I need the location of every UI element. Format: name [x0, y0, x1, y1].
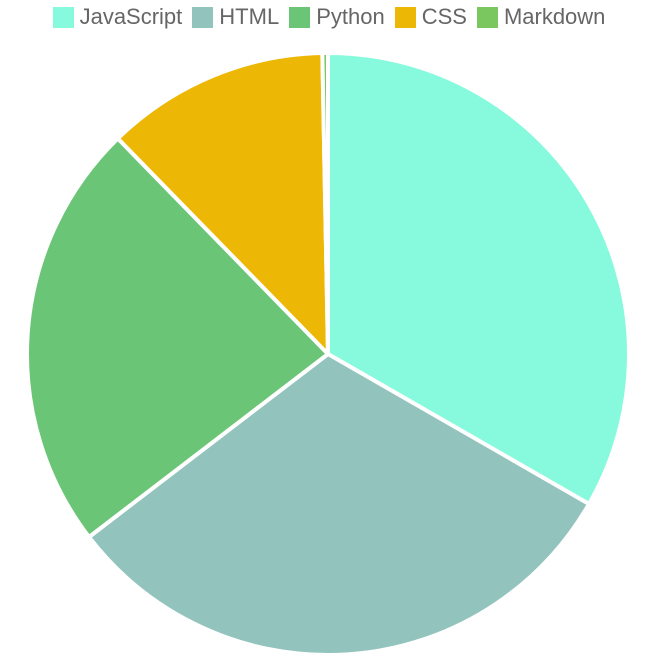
pie-slice-css[interactable] — [115, 51, 330, 356]
legend-item-css[interactable]: CSS — [394, 4, 467, 30]
legend-label: HTML — [219, 4, 280, 29]
legend-item-javascript[interactable]: JavaScript — [52, 4, 183, 30]
legend-swatch — [192, 6, 214, 28]
legend-label: JavaScript — [79, 4, 183, 29]
legend-item-html[interactable]: HTML — [192, 4, 279, 30]
pie-slice-html[interactable] — [87, 352, 591, 657]
legend-label: CSS — [421, 4, 467, 29]
pie-slice-javascript[interactable] — [326, 51, 631, 506]
legend-swatch — [476, 6, 498, 28]
legend-label: Markdown — [503, 4, 606, 29]
legend-swatch — [52, 6, 74, 28]
legend-item-python[interactable]: Python — [289, 4, 385, 30]
legend-item-markdown[interactable]: Markdown — [476, 4, 606, 30]
legend-swatch — [394, 6, 416, 28]
pie-slice-python[interactable] — [25, 136, 330, 539]
legend-swatch — [289, 6, 311, 28]
legend-label: Python — [316, 4, 385, 29]
pie-slice-markdown[interactable] — [320, 51, 330, 356]
chart-legend: JavaScript HTML Python CSS Markdown — [0, 4, 658, 30]
